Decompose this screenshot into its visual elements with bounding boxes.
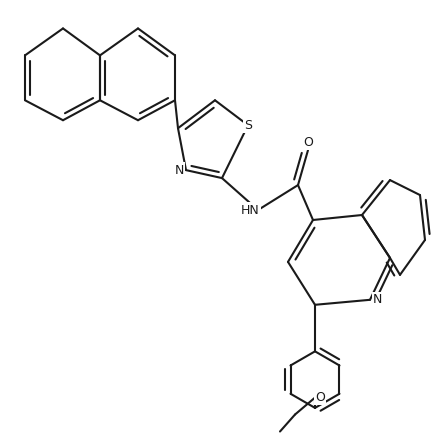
Text: O: O — [315, 391, 324, 404]
Text: N: N — [174, 164, 184, 177]
Text: O: O — [302, 136, 312, 149]
Text: HN: HN — [240, 204, 259, 217]
Text: N: N — [372, 293, 381, 307]
Text: S: S — [243, 119, 251, 132]
